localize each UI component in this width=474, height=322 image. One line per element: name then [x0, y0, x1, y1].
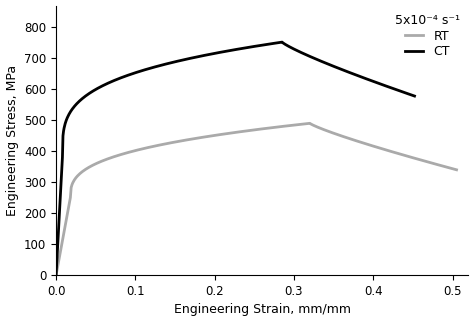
X-axis label: Engineering Strain, mm/mm: Engineering Strain, mm/mm	[174, 303, 351, 317]
Legend: RT, CT: RT, CT	[392, 12, 462, 61]
Y-axis label: Engineering Stress, MPa: Engineering Stress, MPa	[6, 65, 18, 216]
